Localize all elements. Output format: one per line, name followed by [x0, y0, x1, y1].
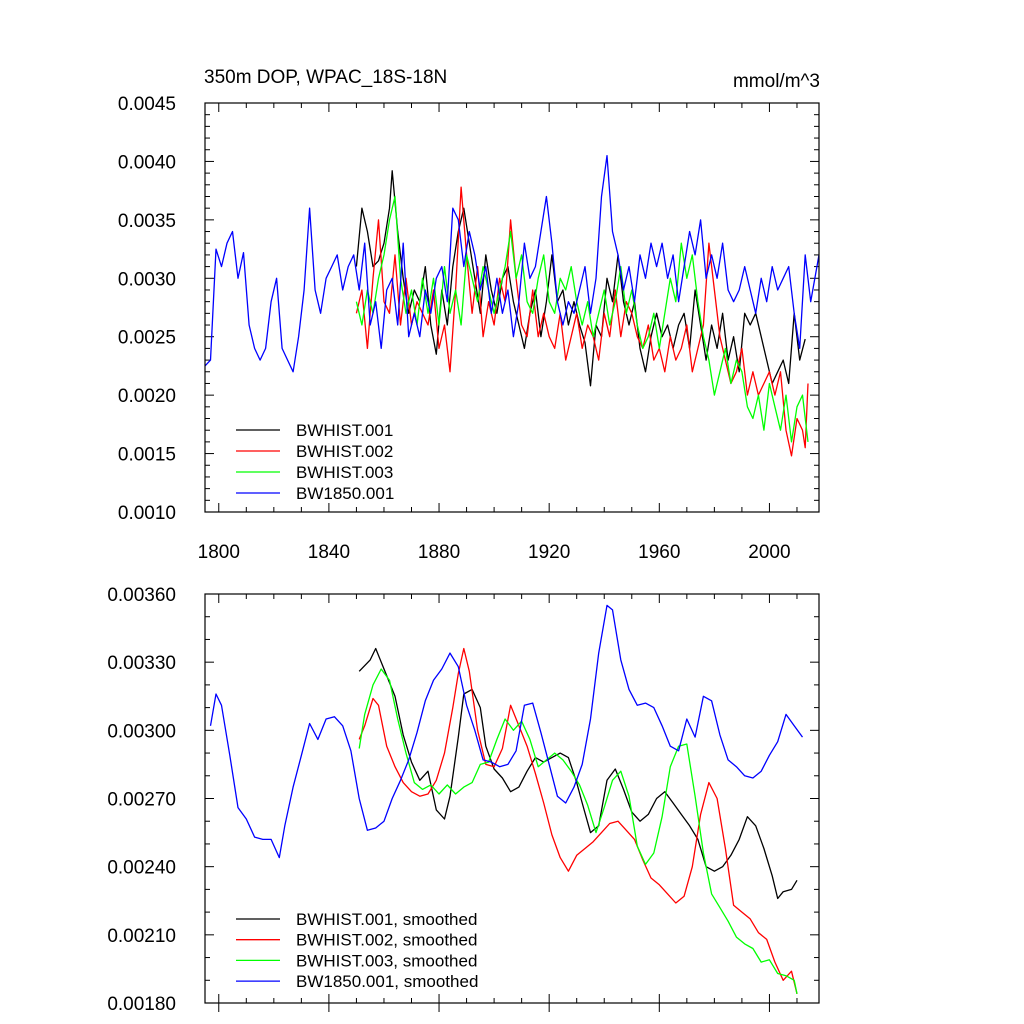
x-tick-label: 1840: [308, 542, 350, 563]
top-series-line-3: [355, 195, 809, 443]
y-tick-label: 0.0015: [118, 445, 176, 466]
top-series-line-2: [355, 186, 809, 457]
bottom-series-line-2: [358, 647, 798, 995]
top-title: 350m DOP, WPAC_18S-18N: [204, 67, 447, 88]
y-tick-label: 0.00330: [107, 653, 176, 674]
bottom-panel: 0.00180 0.00210 0.00240 0.00270 0.00300 0.003…: [107, 585, 820, 1015]
top-series-line-4: [205, 154, 819, 373]
y-tick-label: 0.0045: [118, 94, 176, 115]
legend-label: BWHIST.001: [296, 421, 393, 440]
legend-label: BW1850.001: [296, 484, 394, 503]
top-plot-area: 1800 1840 1880 1920 1960 2000 0.0010 0.0015 0.00…: [118, 94, 819, 563]
x-tick-label: 2000: [748, 542, 790, 563]
bottom-plot-frame: [204, 593, 820, 1004]
legend-label: BWHIST.002: [296, 442, 393, 461]
y-tick-label: 0.00240: [107, 858, 176, 879]
top-units: mmol/m^3: [733, 71, 820, 92]
y-tick-label: 0.00360: [107, 585, 176, 606]
bottom-series-line-1: [358, 647, 798, 900]
y-tick-label: 0.0020: [118, 386, 176, 407]
x-tick-label: 1960: [638, 542, 680, 563]
x-tick-label: 1920: [528, 542, 570, 563]
bottom-series-line-3: [358, 668, 798, 995]
top-plot-frame: [204, 102, 820, 513]
x-tick-label: 1880: [418, 542, 460, 563]
y-tick-label: 0.0025: [118, 328, 176, 349]
legend-label: BWHIST.003, smoothed: [296, 951, 477, 970]
y-tick-label: 0.0035: [118, 211, 176, 232]
y-tick-label: 0.0010: [118, 503, 176, 524]
bottom-plot-area: 0.00180 0.00210 0.00240 0.00270 0.00300 0.003…: [107, 585, 819, 1015]
y-tick-label: 0.0030: [118, 269, 176, 290]
y-tick-label: 0.0040: [118, 152, 176, 173]
legend-label: BWHIST.003: [296, 463, 393, 482]
bottom-series-line-4: [209, 604, 804, 859]
legend-label: BWHIST.001, smoothed: [296, 910, 477, 929]
legend-label: BWHIST.002, smoothed: [296, 931, 477, 950]
top-panel: 350m DOP, WPAC_18S-18N mmol/m^3 1800 1840…: [118, 67, 820, 563]
x-tick-label: 1800: [198, 542, 240, 563]
top-legend: BWHIST.001 BWHIST.002 BWHIST.003 BW1850.001: [236, 421, 394, 503]
legend-label: BW1850.001, smoothed: [296, 972, 478, 991]
bottom-legend: BWHIST.001, smoothed BWHIST.002, smoothed…: [236, 910, 478, 991]
y-tick-label: 0.00210: [107, 926, 176, 947]
y-tick-label: 0.00300: [107, 721, 176, 742]
y-tick-label: 0.00180: [107, 994, 176, 1015]
y-tick-label: 0.00270: [107, 790, 176, 811]
